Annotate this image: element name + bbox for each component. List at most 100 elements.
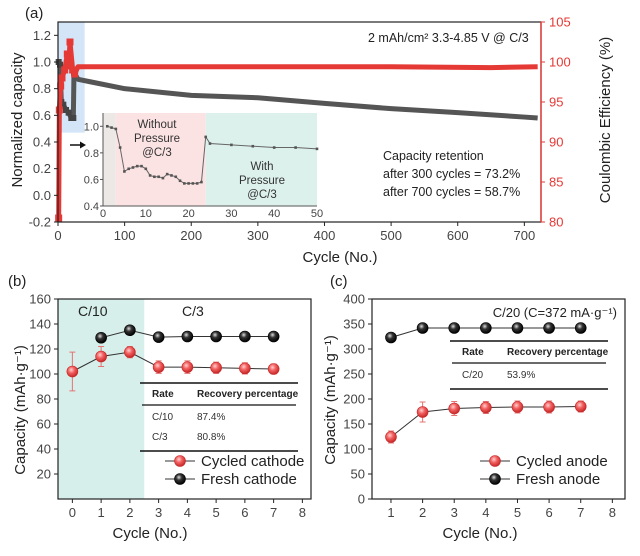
ce-point — [69, 66, 77, 74]
data-point — [511, 401, 524, 413]
inset-y-tick-label: 0.6 — [84, 174, 99, 186]
inset-point — [118, 146, 122, 149]
inset-region-initial — [103, 113, 116, 206]
inset-chart: 0 10 20 30 40 50 0.4 0.6 0.8 1.0 Without Pressure @C… — [84, 113, 323, 220]
data-point — [210, 361, 222, 374]
y-tick-label: 1.0 — [33, 55, 51, 70]
x-tick-label: 4 — [482, 505, 489, 520]
x-tick-label: 1 — [98, 505, 105, 520]
inset-point — [131, 166, 135, 169]
retention-300: after 300 cycles = 73.2% — [383, 167, 520, 181]
data-point — [267, 363, 280, 375]
legend-label: Cycled anode — [516, 453, 608, 470]
x-tick-label: 8 — [609, 505, 616, 520]
y-tick-label: 100 — [29, 367, 51, 382]
data-point — [95, 350, 107, 363]
data-point — [124, 346, 136, 358]
inset-y-tick-label: 1.0 — [84, 121, 99, 133]
x-axis-title: Cycle (No.) — [302, 249, 377, 266]
x-tick-label: 1 — [387, 505, 394, 520]
x-tick-label: 100 — [114, 228, 136, 243]
retention-title: Capacity retention — [383, 149, 484, 163]
x-tick-label: 6 — [545, 505, 552, 520]
y-tick-label: 0.4 — [33, 135, 51, 150]
x-tick-label: 2 — [126, 505, 133, 520]
inset-point — [105, 124, 109, 128]
arrow-head-icon — [80, 141, 86, 149]
data-point — [480, 322, 492, 334]
inset-point — [230, 143, 233, 147]
inset-point — [165, 172, 169, 176]
x-tick-label: 0 — [69, 505, 76, 520]
legend-label: Fresh anode — [516, 471, 600, 488]
panel-a-label: (a) — [25, 5, 43, 22]
x-tick-label: 6 — [241, 505, 248, 520]
y-tick-label: 350 — [343, 317, 365, 332]
y-tick-label: 20 — [37, 467, 51, 482]
panel-a: (a) 0 100 200 300 400 500 600 700-0.20.00.20.40… — [9, 5, 614, 266]
y-tick-label: 200 — [343, 392, 365, 407]
retention-700: after 700 cycles = 58.7% — [383, 185, 520, 199]
table-cell: C/20 — [462, 370, 484, 381]
recovery-table: Rate Recovery percentage C/10 87.4% C/3 80.8% — [140, 382, 299, 452]
x-tick-label: 5 — [213, 505, 220, 520]
table-header: Recovery percentage — [197, 389, 299, 400]
ce-point — [55, 106, 63, 114]
data-point — [95, 331, 107, 344]
y2-tick-label: 80 — [549, 215, 563, 230]
y-tick-label: 250 — [343, 367, 365, 382]
condition-annotation: 2 mAh/cm² 3.3-4.85 V @ C/3 — [368, 31, 529, 45]
x-tick-label: 5 — [514, 505, 521, 520]
region-label-c10: C/10 — [78, 303, 108, 319]
capacity-point — [70, 115, 77, 121]
panel-c-label: (c) — [330, 273, 348, 290]
inset-x-tick-label: 30 — [225, 208, 237, 220]
capacity-point — [65, 109, 72, 116]
data-point — [480, 401, 492, 414]
inset-point — [272, 146, 276, 149]
y-tick-label: 300 — [343, 342, 365, 357]
inset-label-without: @C/3 — [142, 147, 172, 159]
x-axis-title: Cycle (No.) — [112, 525, 187, 542]
y-tick-label: 0.0 — [33, 188, 51, 203]
ce-point — [61, 66, 69, 74]
inset-point — [127, 167, 130, 171]
x-tick-label: 7 — [270, 505, 277, 520]
y-tick-label: 60 — [37, 417, 51, 432]
inset-point — [135, 164, 139, 168]
y-tick-label: 0.2 — [33, 161, 51, 176]
legend-marker — [174, 455, 186, 467]
data-point — [385, 431, 397, 443]
y-tick-label: 120 — [29, 342, 51, 357]
x-tick-label: 500 — [380, 228, 402, 243]
table-cell: 87.4% — [197, 412, 225, 423]
y-tick-label: 160 — [29, 292, 51, 307]
x-tick-label: 300 — [247, 228, 269, 243]
data-point — [210, 330, 222, 343]
inset-y-tick-label: 0.8 — [84, 148, 99, 160]
region-label-c3: C/3 — [182, 303, 204, 319]
ce-point — [71, 70, 79, 78]
x-tick-label: 3 — [155, 505, 162, 520]
y2-axis-title: Coulombic Efficiency (%) — [597, 37, 614, 203]
table-cell: C/10 — [152, 412, 174, 423]
x-axis-title: Cycle (No.) — [442, 525, 517, 542]
y2-tick-label: 85 — [549, 175, 563, 190]
data-point — [543, 401, 555, 413]
y-tick-label: 0.6 — [33, 108, 51, 123]
y2-tick-label: 95 — [549, 95, 563, 110]
table-header: Recovery percentage — [507, 347, 609, 358]
inset-point — [144, 167, 148, 171]
inset-point — [251, 144, 255, 148]
x-tick-label: 3 — [451, 505, 458, 520]
inset-x-tick-label: 20 — [182, 208, 194, 220]
y2-tick-label: 105 — [549, 15, 571, 30]
legend-label: Fresh cathode — [201, 471, 297, 488]
data-point — [181, 330, 194, 343]
panel-b-label: (b) — [8, 273, 26, 290]
inset-region-with-pressure — [205, 113, 317, 206]
inset-point — [161, 176, 165, 180]
ce-point — [55, 214, 63, 222]
inset-point — [148, 174, 152, 177]
